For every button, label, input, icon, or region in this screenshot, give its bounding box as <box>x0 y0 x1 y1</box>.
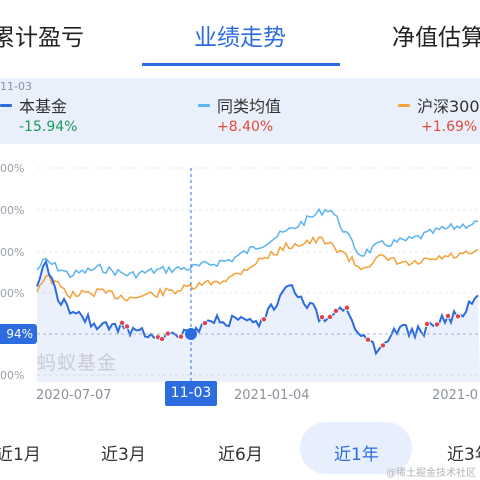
trade-marker <box>201 320 208 327</box>
trade-marker <box>124 323 131 330</box>
period-3y-button[interactable]: 近3年 <box>447 445 480 465</box>
trade-marker <box>318 314 325 321</box>
chart-legend: 11-03 本基金 -15.94% 同类均值 +8.40% 沪深300 +1.6… <box>0 78 480 144</box>
cursor-value-tag: 94% <box>0 324 37 344</box>
period-1m-button[interactable]: 近1月 <box>0 445 41 465</box>
period-active-pill <box>300 422 412 474</box>
fund-area-fill <box>37 261 480 382</box>
legend-name: 沪深300 <box>417 97 480 116</box>
active-tab-indicator <box>142 63 340 66</box>
trade-marker <box>158 335 165 342</box>
trade-marker <box>433 321 440 328</box>
period-6m-button[interactable]: 近6月 <box>218 445 263 465</box>
trade-marker <box>423 320 430 327</box>
legend-item-fund: 本基金 -15.94% <box>0 94 77 135</box>
series-line-peer-avg <box>36 207 479 280</box>
trade-marker <box>444 312 451 319</box>
trade-marker <box>326 313 333 320</box>
legend-item-peer-avg: 同类均值 +8.40% <box>198 94 281 135</box>
y-tick-label: 00% <box>0 162 25 175</box>
cursor-dot <box>185 328 197 340</box>
performance-chart[interactable]: 00% 00% 00% 00% 00% 94% 蚂蚁基金 2020-07-07 … <box>0 150 480 410</box>
legend-value: +8.40% <box>217 119 274 135</box>
legend-name: 同类均值 <box>217 97 282 116</box>
trade-marker <box>364 336 371 343</box>
legend-value: +1.69% <box>421 119 478 135</box>
legend-line-peer-avg <box>198 103 210 107</box>
series-line-csi300 <box>36 236 479 302</box>
tab-performance-trend[interactable]: 业绩走势 <box>194 25 286 51</box>
period-1y-button[interactable]: 近1年 <box>334 445 379 465</box>
y-tick-label: 00% <box>0 369 25 382</box>
chart-plot[interactable] <box>0 150 480 410</box>
tab-cumulative-pnl[interactable]: 累计盈亏 <box>0 25 84 51</box>
trade-marker <box>260 316 267 323</box>
series-line-fund <box>36 259 479 356</box>
trade-marker <box>379 342 386 349</box>
legend-line-fund <box>0 103 12 107</box>
tab-nav-estimate[interactable]: 净值估算 <box>392 25 480 51</box>
period-3m-button[interactable]: 近3月 <box>101 445 146 465</box>
y-tick-label: 00% <box>0 246 25 259</box>
legend-name: 本基金 <box>19 97 68 116</box>
trade-marker <box>119 319 126 326</box>
x-axis-label: 2021-0 <box>432 388 479 403</box>
legend-value: -15.94% <box>19 119 78 135</box>
trade-marker <box>343 304 350 311</box>
y-tick-label: 00% <box>0 287 25 300</box>
cursor-date-tag: 11-03 <box>165 381 217 406</box>
period-selector: 近1月 近3月 近6月 近1年 近3年 <box>0 418 480 480</box>
x-axis-label: 2020-07-07 <box>36 388 112 403</box>
trade-marker <box>332 307 339 314</box>
trade-marker <box>177 333 184 340</box>
legend-item-csi300: 沪深300 +1.69% <box>398 94 480 135</box>
watermark: 蚂蚁基金 <box>37 352 118 374</box>
legend-line-csi300 <box>398 103 410 107</box>
tab-bar: 累计盈亏 业绩走势 净值估算 <box>0 0 480 66</box>
watermark-credit: @稀土掘金技术社区 <box>386 468 476 479</box>
x-axis-label: 2021-01-04 <box>234 388 310 403</box>
y-tick-label: 00% <box>0 204 25 217</box>
legend-date: 11-03 <box>0 80 32 93</box>
trade-marker <box>454 313 461 320</box>
trade-markers <box>119 304 461 349</box>
